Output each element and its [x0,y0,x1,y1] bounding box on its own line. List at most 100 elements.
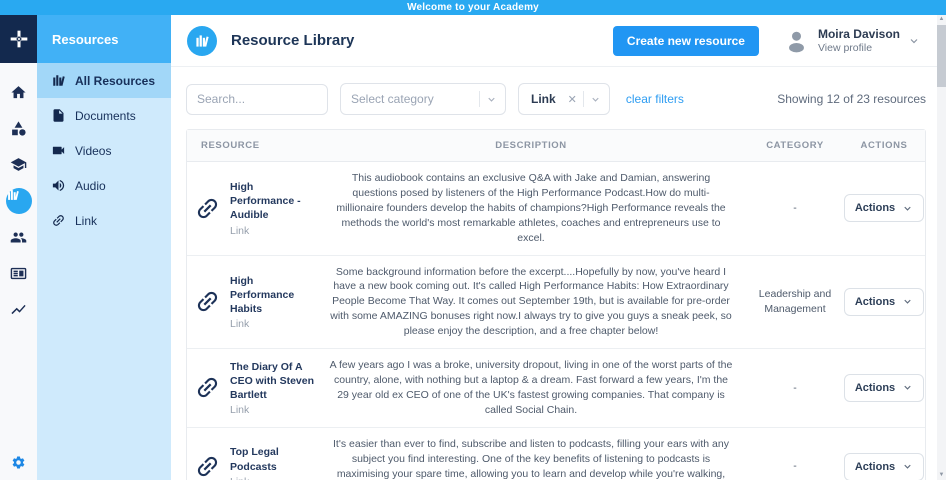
column-header-description: DESCRIPTION [495,140,567,151]
results-summary: Showing 12 of 23 resources [777,92,926,106]
user-name: Moira Davison [817,27,900,41]
view-profile-link[interactable]: View profile [817,42,873,54]
scroll-down-icon[interactable]: ▼ [938,472,945,478]
link-icon [194,453,221,480]
sidebar-panel-item[interactable]: Audio [37,168,171,203]
rail-nav-item[interactable] [10,156,27,173]
rail-nav-item[interactable] [10,301,27,318]
vertical-scrollbar[interactable]: ▲ ▼ [937,15,946,480]
sidebar-panel-item[interactable]: Link [37,203,171,238]
type-filter-select[interactable]: Link ✕ [518,83,610,115]
analytics-icon [10,301,27,318]
resources-sidebar: Resources All Resources Documents Videos… [37,15,171,480]
academy-logo[interactable] [0,15,37,63]
scrollbar-thumb[interactable] [937,25,946,87]
resource-category: - [793,460,797,473]
plus-logo-icon [10,30,27,48]
filter-bar: Select category Link ✕ clear filters Sho… [186,83,926,115]
table-row: Top Legal Podcasts Link It's easier than… [187,428,925,480]
chevron-down-icon [902,461,913,472]
link-icon [194,195,221,222]
resource-category: - [793,381,797,394]
resource-category: Leadership and Management [758,288,832,315]
resources-icon [6,188,32,214]
resource-title[interactable]: High Performance - Audible [230,181,301,222]
table-header: RESOURCE DESCRIPTION CATEGORY ACTIONS [187,130,925,162]
sidebar-item-label: Videos [75,143,112,158]
resource-description: A few years ago I was a broke, universit… [329,359,733,416]
resource-cell: High Performance - Audible Link [187,180,315,237]
blocks-icon [10,120,27,137]
resource-title[interactable]: Top Legal Podcasts [230,446,279,473]
link-icon [194,374,221,401]
sidebar-item-label: All Resources [75,73,156,88]
actions-cell: Actions [843,194,925,223]
avatar [783,27,810,54]
category-select-placeholder: Select category [351,92,434,106]
sidebar-panel-item[interactable]: All Resources [37,63,171,98]
education-icon [10,156,27,173]
link-icon [194,288,221,315]
chevron-down-icon [902,296,913,307]
actions-button-label: Actions [854,460,896,473]
table-row: High Performance Habits Link Some backgr… [187,256,925,350]
resource-type: Link [230,224,250,237]
resource-description: It's easier than ever to find, subscribe… [333,437,729,480]
actions-button[interactable]: Actions [843,373,925,402]
resource-library-icon [187,25,217,56]
column-header-resource: RESOURCE [201,140,260,151]
main-area: Resource Library Create new resource Moi… [171,15,946,480]
sidebar-item-label: Documents [75,108,136,123]
actions-button-label: Actions [854,202,896,215]
search-input[interactable] [186,83,328,115]
actions-button-label: Actions [854,295,896,308]
resource-category: - [793,201,797,214]
actions-button[interactable]: Actions [843,287,925,316]
rail-nav-item[interactable] [10,265,27,282]
actions-button[interactable]: Actions [843,452,925,480]
actions-cell: Actions [843,287,925,316]
page-title: Resource Library [231,32,355,49]
resources-table: RESOURCE DESCRIPTION CATEGORY ACTIONS Hi… [186,129,926,480]
chevron-down-icon [486,94,497,105]
user-profile-menu[interactable]: Moira Davison View profile [783,27,920,54]
audio-icon [51,178,66,193]
scroll-up-icon[interactable]: ▲ [938,16,945,22]
chevron-down-icon [590,94,601,105]
rail-nav-item[interactable] [10,120,27,137]
actions-button-label: Actions [854,381,896,394]
app-shell: Resources All Resources Documents Videos… [0,15,946,480]
create-new-resource-button[interactable]: Create new resource [612,25,759,56]
document-icon [51,108,66,123]
icon-rail [0,15,37,480]
remove-filter-icon[interactable]: ✕ [567,93,577,106]
table-row: The Diary Of A CEO with Steven Bartlett … [187,349,925,428]
table-row: High Performance - Audible Link This aud… [187,162,925,256]
rail-nav-item[interactable] [10,229,27,246]
actions-button[interactable]: Actions [843,194,925,223]
actions-cell: Actions [843,373,925,402]
clear-filters-link[interactable]: clear filters [625,92,684,106]
resource-title[interactable]: High Performance Habits [230,274,295,315]
sidebar-item-label: Audio [75,178,106,193]
resource-title[interactable]: The Diary Of A CEO with Steven Bartlett [230,360,315,401]
link-icon [51,213,66,228]
resource-type: Link [230,404,250,417]
resource-type: Link [230,476,315,480]
rail-nav-item[interactable] [10,84,27,101]
sidebar-panel-item[interactable]: Videos [37,133,171,168]
settings-gear-icon[interactable] [11,455,26,470]
rail-nav-item[interactable] [5,188,32,214]
actions-cell: Actions [843,452,925,480]
category-select[interactable]: Select category [340,83,506,115]
library-icon [51,73,66,88]
divider [479,91,480,107]
chevron-down-icon [902,382,913,393]
content-icon [10,265,27,282]
main-header: Resource Library Create new resource Moi… [171,15,946,67]
resource-cell: High Performance Habits Link [187,274,315,330]
sidebar-panel-item[interactable]: Documents [37,98,171,133]
rail-nav [5,63,32,318]
home-icon [10,84,27,101]
resource-cell: The Diary Of A CEO with Steven Bartlett … [187,360,315,417]
